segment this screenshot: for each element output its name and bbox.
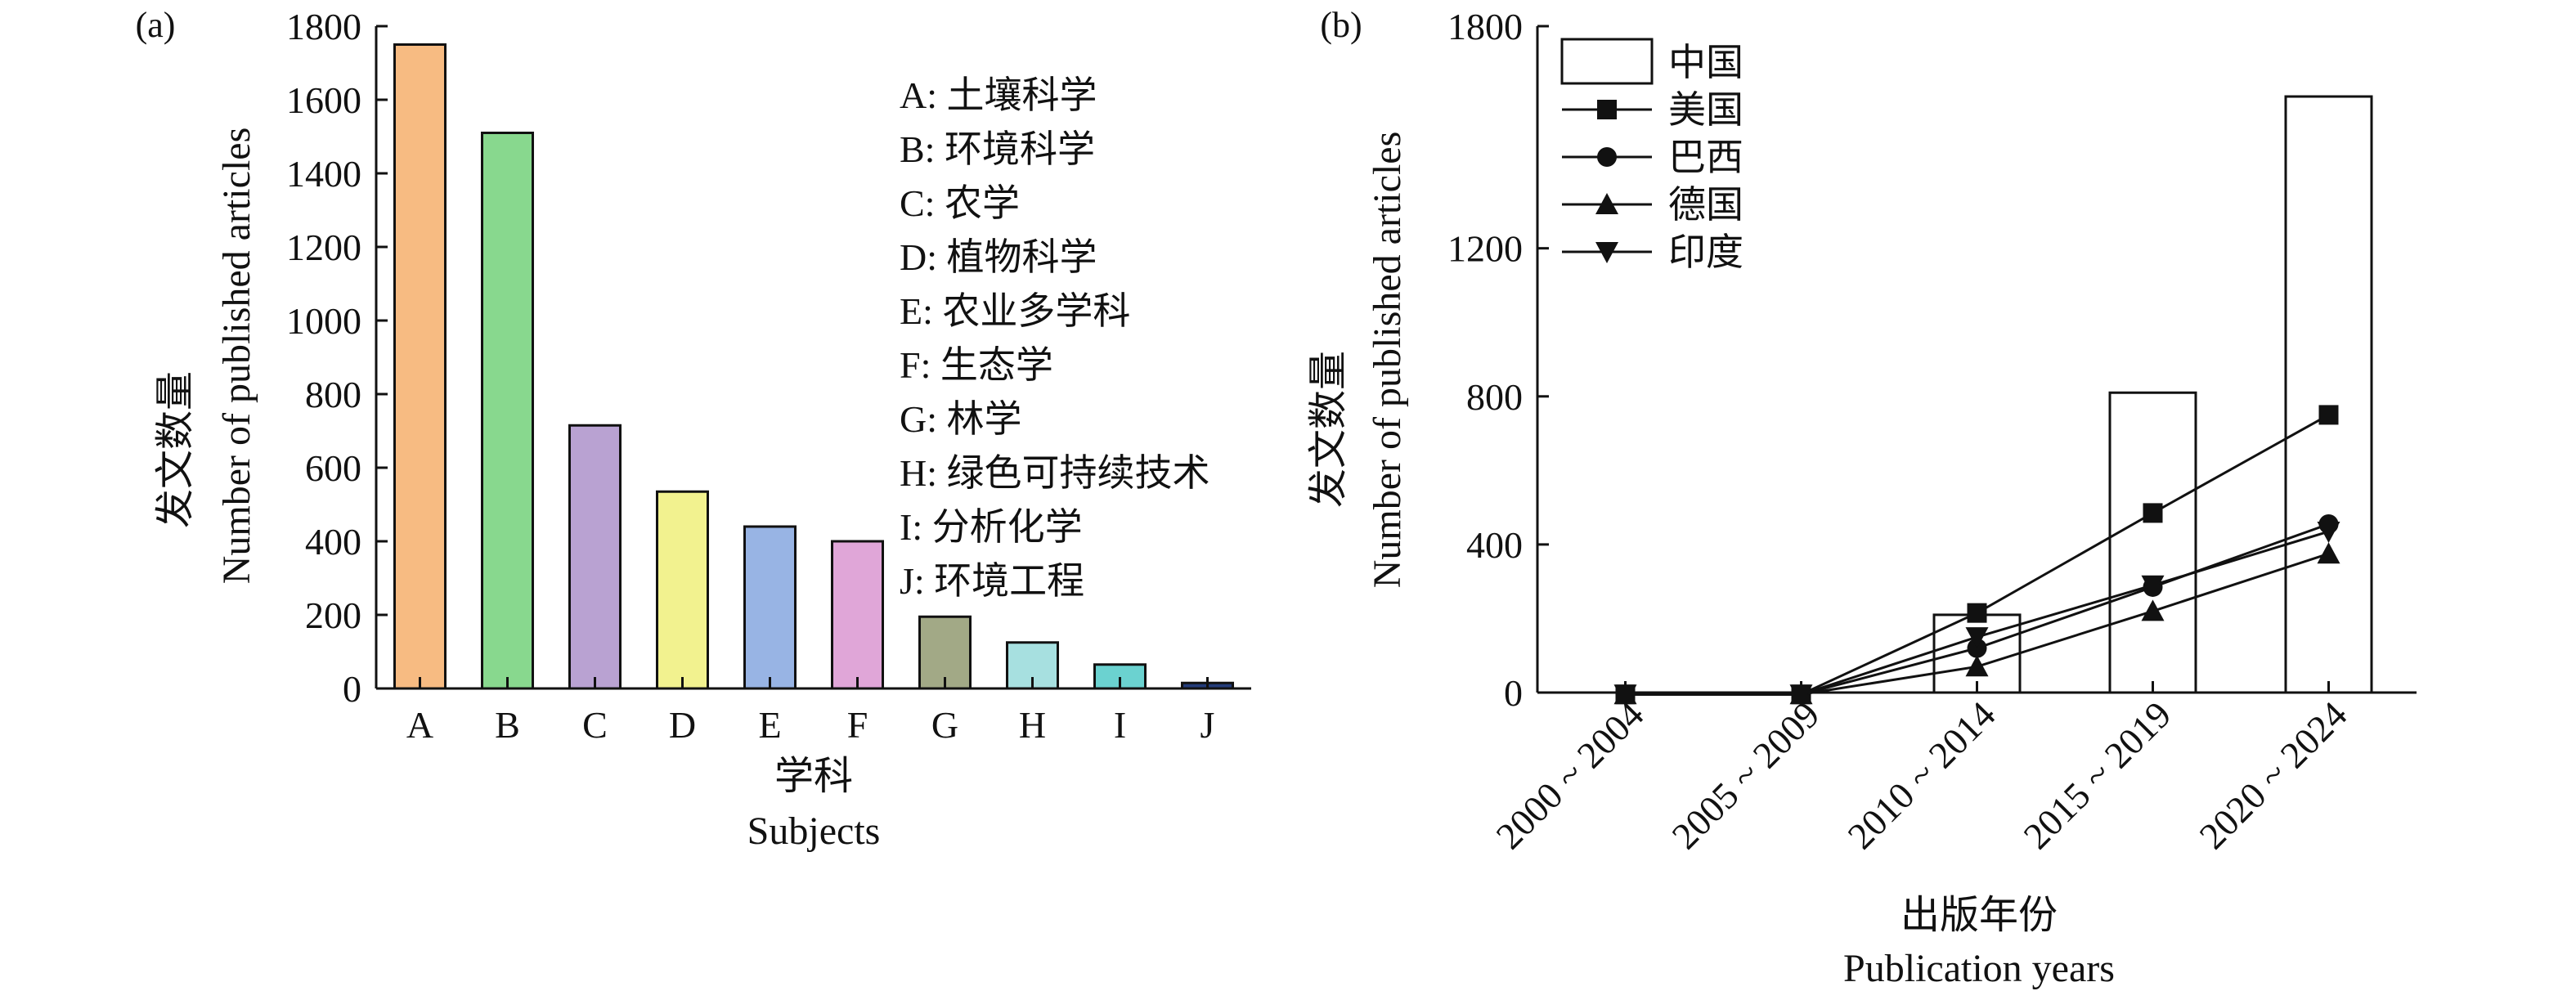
panel-a-x-tick-label: A — [406, 704, 433, 746]
bar-c — [568, 424, 622, 690]
panel-b-x-title-cn: 出版年份 — [1901, 894, 2058, 937]
panel-a-y-tick-label: 1600 — [286, 79, 361, 121]
panel-b-x-tick-label: 2010 ~ 2014 — [1840, 693, 2004, 857]
panel-b-y-tick-label: 1800 — [1447, 6, 1523, 47]
panel-b-x-tick-label: 2015 ~ 2019 — [2016, 693, 2179, 857]
panel-a-x-tick-label: F — [847, 704, 868, 746]
series-3-point — [1965, 627, 1989, 649]
series-3-point — [1789, 684, 1813, 706]
bar-china-4 — [2284, 95, 2373, 694]
series-0-point — [2143, 503, 2163, 523]
panel-b-y-axis-title: 发文数量 Number of published articles — [1307, 132, 1409, 589]
panel-a-legend-item: B: 环境科学 — [900, 128, 1095, 170]
bar-b — [481, 132, 534, 690]
series-2-point — [2317, 542, 2340, 564]
panel-b-x-title-en: Publication years — [1843, 947, 2115, 990]
panel-b-y-tick-label: 0 — [1504, 672, 1523, 714]
panel-a-subjects-chart: (a) 发文数量 Number of published articles 0 2… — [136, 5, 1251, 853]
panel-a-legend-item: G: 林学 — [900, 398, 1022, 440]
panel-b-label: (b) — [1320, 5, 1362, 45]
panel-a-legend-item: C: 农学 — [900, 182, 1020, 224]
legend-label-0: 美国 — [1668, 89, 1744, 131]
panel-a-bars — [393, 43, 1234, 690]
panel-a-y-tick-label: 1000 — [286, 300, 361, 342]
bar-d — [656, 490, 709, 690]
bar-g — [918, 615, 972, 690]
series-3-point — [2141, 575, 2165, 597]
panel-a-y-tick-label: 1400 — [286, 153, 361, 195]
bar-e — [743, 525, 797, 690]
series-2-point — [1965, 655, 1989, 677]
panel-a-x-tick-label: G — [931, 704, 958, 746]
panel-a-legend-item: H: 绿色可持续技术 — [900, 452, 1210, 494]
bar-a — [393, 43, 447, 690]
panel-b-x-tick-label: 2020 ~ 2024 — [2192, 693, 2355, 857]
panel-a-y-title-en: Number of published articles — [215, 128, 258, 585]
panel-a-x-tick-label: I — [1114, 704, 1126, 746]
panel-a-y-axis-title: 发文数量 Number of published articles — [154, 128, 258, 585]
series-2-point — [2141, 599, 2165, 621]
legend-marker-3 — [1595, 242, 1618, 263]
bar-china-3 — [2108, 391, 2197, 694]
panel-a-y-tick-label: 1200 — [286, 226, 361, 268]
panel-a-y-title-cn: 发文数量 — [154, 371, 197, 528]
panel-a-subject-legend: A: 土壤科学 B: 环境科学 C: 农学 D: 植物科学 E: 农业多学科 F: 生态学… — [900, 74, 1210, 602]
legend-swatch-china — [1560, 38, 1654, 85]
panel-b-y-ticks: 0 400 800 1200 1800 — [1447, 6, 1549, 714]
panel-a-x-title-cn: 学科 — [774, 755, 853, 798]
legend-label-china: 中国 — [1668, 42, 1744, 83]
panel-a-x-tick-label: J — [1200, 704, 1215, 746]
panel-a-y-tick-label: 600 — [305, 447, 361, 489]
panel-a-y-tick-label: 400 — [305, 521, 361, 563]
panel-a-y-tick-label: 200 — [305, 594, 361, 636]
panel-a-legend-item: J: 环境工程 — [900, 560, 1084, 602]
panel-a-label: (a) — [136, 5, 176, 45]
panel-a-y-tick-label: 0 — [343, 668, 361, 710]
panel-a-legend-item: A: 土壤科学 — [900, 74, 1097, 116]
series-3-point — [1613, 684, 1637, 706]
panel-b-y-title-cn: 发文数量 — [1307, 351, 1350, 508]
series-3-point — [2317, 522, 2340, 544]
panel-b-y-title-en: Number of published articles — [1366, 132, 1409, 589]
panel-a-x-tick-label: B — [495, 704, 520, 746]
legend-label-2: 德国 — [1668, 184, 1744, 226]
legend-label-3: 印度 — [1668, 231, 1744, 273]
legend-marker-1 — [1597, 147, 1617, 167]
legend-marker-2 — [1595, 193, 1618, 214]
panel-a-y-tick-label: 1800 — [286, 6, 361, 47]
series-0-point — [2318, 405, 2339, 425]
legend-label-1: 巴西 — [1668, 137, 1744, 178]
series-0-point — [1967, 603, 1987, 623]
panel-a-x-tick-label: C — [582, 704, 608, 746]
bar-f — [831, 540, 884, 690]
panel-a-x-tick-label: D — [669, 704, 696, 746]
panel-a-y-tick-label: 800 — [305, 374, 361, 415]
panel-a-legend-item: I: 分析化学 — [900, 506, 1083, 548]
panel-a-x-tick-label: E — [758, 704, 781, 746]
panel-b-y-tick-label: 800 — [1466, 376, 1523, 418]
panel-b-x-tick-label: 2005 ~ 2009 — [1664, 693, 1828, 857]
panel-a-legend-item: E: 农业多学科 — [900, 290, 1130, 332]
panel-b-years-chart: (b) 发文数量 Number of published articles 0 4… — [1307, 5, 2417, 990]
panel-b-series-lines — [1613, 405, 2340, 706]
panel-a-legend-item: F: 生态学 — [900, 344, 1053, 386]
panel-a-x-title-en: Subjects — [747, 809, 881, 853]
legend-marker-0 — [1597, 100, 1617, 119]
panel-b-y-tick-label: 1200 — [1447, 228, 1523, 270]
panel-a-legend-item: D: 植物科学 — [900, 236, 1097, 278]
panel-a-x-tick-labels: A B C D E F G H I J — [406, 677, 1215, 746]
panel-b-x-tick-label: 2000 ~ 2004 — [1488, 693, 1652, 857]
panel-b-x-tick-labels: 2000 ~ 2004 2005 ~ 2009 2010 ~ 2014 2015 ~ … — [1488, 681, 2355, 857]
panel-a-x-tick-label: H — [1019, 704, 1046, 746]
panel-b-y-tick-label: 400 — [1466, 524, 1523, 566]
panel-a-y-ticks: 0 200 400 600 800 1000 1200 1400 1600 1800 — [286, 6, 388, 710]
